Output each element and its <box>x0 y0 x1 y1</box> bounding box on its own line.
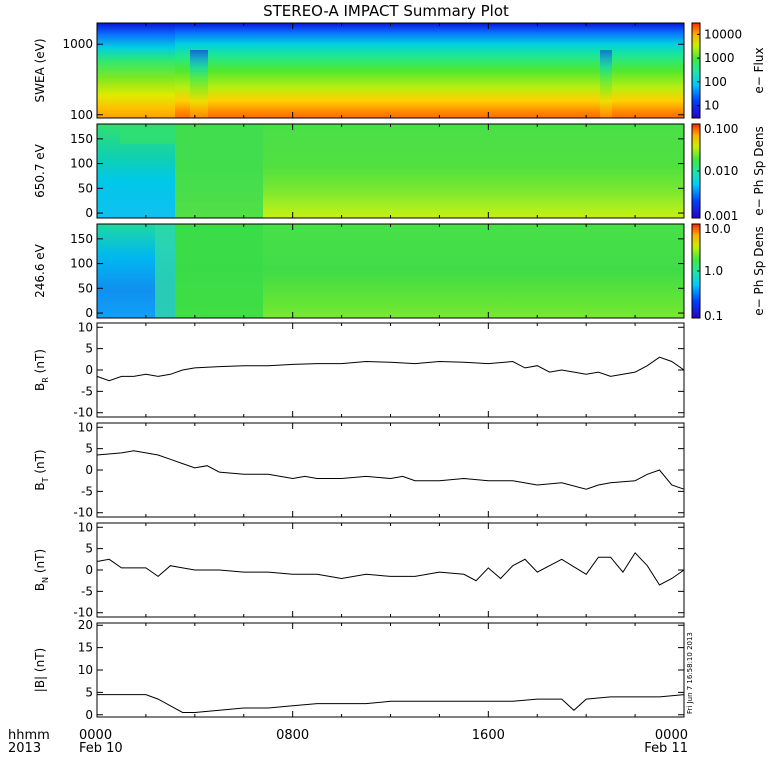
bt-y-tick-label: 0 <box>85 463 93 477</box>
pa246-y-label: 246.6 eV <box>33 243 47 298</box>
pa650-colorbar-fill <box>692 124 700 218</box>
pa650-y-tick-label: 150 <box>70 132 93 146</box>
br-y-tick-label: -5 <box>81 384 93 398</box>
bt-y-label: BT (nT) <box>33 449 50 490</box>
pa650-colorbar-tick-label: 0.010 <box>704 164 738 178</box>
bt-frame <box>96 422 685 518</box>
bmag-trace <box>97 694 685 713</box>
bmag-y-label-unit: (nT) <box>33 648 47 676</box>
pa650-colorbar-label: e− Ph Sp Dens <box>752 126 766 215</box>
bmag-y-tick-label: 5 <box>85 685 93 699</box>
swea-colorbar-frame <box>691 22 701 119</box>
bmag-frame <box>96 622 685 718</box>
pa650-y-label: 650.7 eV <box>33 143 47 198</box>
bt-y-label-subscript: T <box>41 477 50 483</box>
br-y-tick-label: 10 <box>78 320 93 334</box>
bt-panel <box>96 422 685 518</box>
pa650-colorbar-tick-label: 0.001 <box>704 209 738 223</box>
x-tick-date: Feb 10 <box>79 741 123 756</box>
br-y-label-unit: (nT) <box>33 349 47 377</box>
br-y-tick-label: 5 <box>85 342 93 356</box>
bn-trace <box>96 552 685 586</box>
bt-y-label-main: B <box>33 482 47 490</box>
pa650-y-tick-label: 50 <box>78 181 93 195</box>
plot-title: STEREO-A IMPACT Summary Plot <box>263 2 509 20</box>
bt-y-label-unit: (nT) <box>33 449 47 477</box>
bmag-y-tick-label: 20 <box>78 618 93 632</box>
pa246-spectrogram-panel <box>96 223 685 319</box>
br-y-tick-label: 0 <box>85 363 93 377</box>
bmag-panel <box>96 622 685 718</box>
pa246-colorbar-tick-label: 1.0 <box>704 264 723 278</box>
pa246-y-tick-label: 0 <box>85 306 93 320</box>
bn-y-tick-label: 0 <box>85 563 93 577</box>
pa246-spectrogram-band <box>155 224 175 318</box>
bt-y-tick-label: 10 <box>78 420 93 434</box>
x-axis-row2-label: 2013 <box>8 741 41 756</box>
br-y-tick-label: -10 <box>73 406 93 420</box>
pa246-colorbar-tick-label: 0.1 <box>704 309 723 323</box>
swea-colorbar <box>691 22 701 119</box>
x-tick-label: 0000 <box>655 728 688 743</box>
bt-y-tick-label: 5 <box>85 442 93 456</box>
bmag-y-tick-label: 10 <box>78 663 93 677</box>
timestamp: Fri Jun 7 16:58:10 2013 <box>686 632 694 714</box>
bt-y-tick-label: -5 <box>81 484 93 498</box>
bmag-y-tick-label: 15 <box>78 641 93 655</box>
swea-colorbar-fill <box>692 23 700 118</box>
x-tick-label: 1600 <box>472 728 505 743</box>
bn-y-tick-label: 10 <box>78 520 93 534</box>
bn-y-label-main: B <box>33 583 47 591</box>
pa246-y-tick-label: 100 <box>70 257 93 271</box>
swea-spectrogram-background <box>97 23 684 118</box>
bn-y-tick-label: -5 <box>81 584 93 598</box>
bn-y-label-unit: (nT) <box>33 549 47 577</box>
bn-panel <box>96 522 685 618</box>
pa650-spectrogram-band <box>120 124 175 144</box>
br-trace <box>96 356 685 382</box>
swea-spectrogram-quiet-interval <box>97 23 175 118</box>
pa246-y-tick-label: 150 <box>70 232 93 246</box>
pa650-y-tick-label: 0 <box>85 206 93 220</box>
x-tick-date: Feb 11 <box>644 741 688 756</box>
br-y-label-main: B <box>33 383 47 391</box>
pa650-spectrogram-panel <box>96 123 685 219</box>
bn-y-label: BN (nT) <box>33 549 50 591</box>
bmag-y-tick-label: 0 <box>85 708 93 722</box>
swea-colorbar-tick-label: 1000 <box>704 51 735 65</box>
pa246-y-tick-label: 50 <box>78 281 93 295</box>
bn-y-label-subscript: N <box>41 577 50 583</box>
br-y-label: BR (nT) <box>33 349 50 391</box>
bmag-y-label-main: |B| <box>33 676 47 692</box>
pa246-colorbar-fill <box>692 224 700 318</box>
bt-y-tick-label: -10 <box>73 506 93 520</box>
x-tick-label: 0800 <box>276 728 309 743</box>
x-axis-row1-label: hhmm <box>8 728 50 743</box>
swea-colorbar-label: e− Flux <box>752 47 766 93</box>
bn-y-tick-label: 5 <box>85 542 93 556</box>
bn-frame <box>96 522 685 618</box>
swea-y-tick-label: 100 <box>70 108 93 122</box>
bt-trace <box>96 450 685 490</box>
pa650-y-tick-label: 100 <box>70 157 93 171</box>
swea-y-tick-label: 1000 <box>62 37 93 51</box>
pa246-spectrogram-band <box>175 224 263 318</box>
pa650-spectrogram-band <box>175 124 263 218</box>
pa650-colorbar-tick-label: 0.100 <box>704 122 738 136</box>
x-tick-label: 0000 <box>79 728 112 743</box>
swea-spectrogram-panel <box>96 22 685 119</box>
swea-y-label: SWEA (eV) <box>33 38 47 102</box>
swea-spectrogram-band <box>600 50 612 118</box>
swea-colorbar-tick-label: 10000 <box>704 27 742 41</box>
swea-colorbar-tick-label: 100 <box>704 75 727 89</box>
pa246-colorbar-label: e− Ph Sp Dens <box>752 226 766 315</box>
bn-y-tick-label: -10 <box>73 606 93 620</box>
bmag-y-label: |B| (nT) <box>33 648 47 692</box>
br-y-label-subscript: R <box>41 377 50 383</box>
pa246-colorbar-tick-label: 10.0 <box>704 222 731 236</box>
swea-colorbar-tick-label: 10 <box>704 99 719 113</box>
swea-spectrogram-band <box>190 50 208 118</box>
